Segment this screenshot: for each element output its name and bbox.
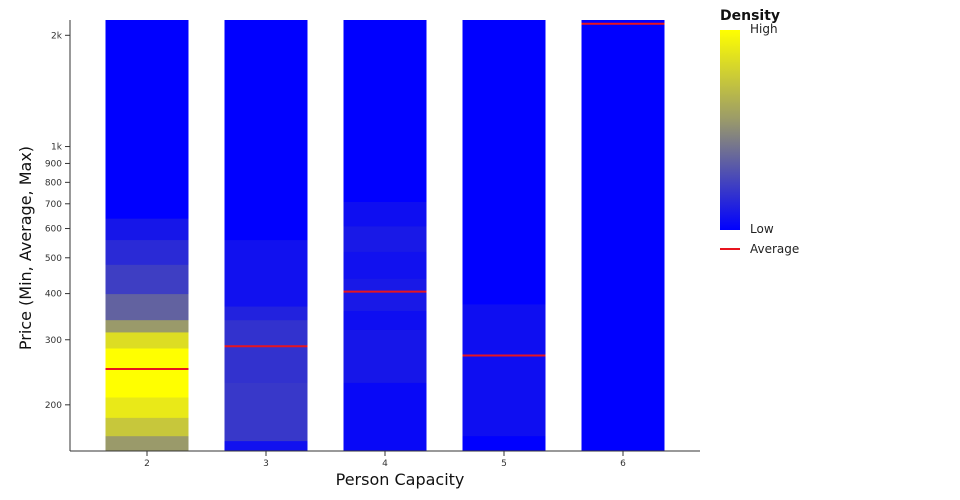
bar-2-density-segment bbox=[105, 264, 189, 295]
bar-3-density-segment bbox=[224, 239, 308, 307]
bar-3-density-segment bbox=[224, 440, 308, 452]
bar-2-density-segment bbox=[105, 293, 189, 321]
bar-3-density-segment bbox=[224, 306, 308, 321]
bar-2-density-segment bbox=[105, 239, 189, 265]
average-lines bbox=[105, 22, 665, 371]
y-tick-label: 200 bbox=[45, 401, 62, 411]
bar-3-density-segment bbox=[224, 382, 308, 442]
bar-2-density-segment bbox=[105, 331, 189, 349]
legend: Density High Low Average bbox=[720, 8, 799, 256]
x-tick-label: 3 bbox=[263, 459, 269, 469]
bars-layer bbox=[105, 20, 665, 452]
x-axis-title: Person Capacity bbox=[336, 470, 465, 489]
bar-5-density-segment bbox=[462, 303, 546, 437]
bar-3-density-segment bbox=[224, 20, 308, 241]
y-axis-title: Price (Min, Average, Max) bbox=[16, 146, 35, 350]
y-tick-label: 400 bbox=[45, 290, 62, 300]
x-axis-ticks: 2 3 4 5 6 bbox=[144, 451, 626, 469]
bar-2-density-segment bbox=[105, 347, 189, 398]
y-tick-label: 300 bbox=[45, 336, 62, 346]
bar-4-density-segment bbox=[343, 278, 427, 311]
bar-4 bbox=[343, 20, 427, 452]
legend-average-label: Average bbox=[750, 242, 799, 256]
x-tick-label: 6 bbox=[620, 459, 626, 469]
y-tick-label: 800 bbox=[45, 178, 62, 188]
y-tick-label: 500 bbox=[45, 254, 62, 264]
bar-5 bbox=[462, 20, 546, 452]
legend-low-label: Low bbox=[750, 222, 774, 236]
legend-density-gradient bbox=[720, 30, 740, 230]
y-tick-label: 700 bbox=[45, 200, 62, 210]
y-tick-label: 2k bbox=[51, 31, 63, 41]
bar-2 bbox=[105, 20, 189, 452]
x-tick-label: 4 bbox=[382, 459, 388, 469]
y-tick-label: 1k bbox=[51, 143, 63, 153]
bar-2-density-segment bbox=[105, 319, 189, 333]
y-tick-label: 900 bbox=[45, 159, 62, 169]
bar-4-density-segment bbox=[343, 251, 427, 279]
bar-6 bbox=[581, 20, 665, 452]
x-tick-label: 5 bbox=[501, 459, 507, 469]
bar-4-density-segment bbox=[343, 310, 427, 330]
y-tick-label: 600 bbox=[45, 225, 62, 235]
bar-4-density-segment bbox=[343, 382, 427, 452]
bar-3 bbox=[224, 20, 308, 452]
bar-5-density-segment bbox=[462, 20, 546, 305]
legend-title: Density bbox=[720, 8, 780, 24]
legend-high-label: High bbox=[750, 22, 778, 36]
bar-4-density-segment bbox=[343, 201, 427, 227]
bar-4-density-segment bbox=[343, 225, 427, 252]
bar-3-density-segment bbox=[224, 319, 308, 383]
bar-2-density-segment bbox=[105, 417, 189, 437]
bar-5-density-segment bbox=[462, 435, 546, 452]
bar-4-density-segment bbox=[343, 329, 427, 383]
x-tick-label: 2 bbox=[144, 459, 150, 469]
y-axis-ticks: 200 300 400 500 600 700 800 900 1k 2k bbox=[45, 31, 70, 411]
bar-2-density-segment bbox=[105, 435, 189, 452]
bar-2-density-segment bbox=[105, 397, 189, 418]
bar-6-density-segment bbox=[581, 20, 665, 452]
bar-2-density-segment bbox=[105, 20, 189, 219]
bar-2-density-segment bbox=[105, 218, 189, 241]
bar-4-density-segment bbox=[343, 20, 427, 203]
